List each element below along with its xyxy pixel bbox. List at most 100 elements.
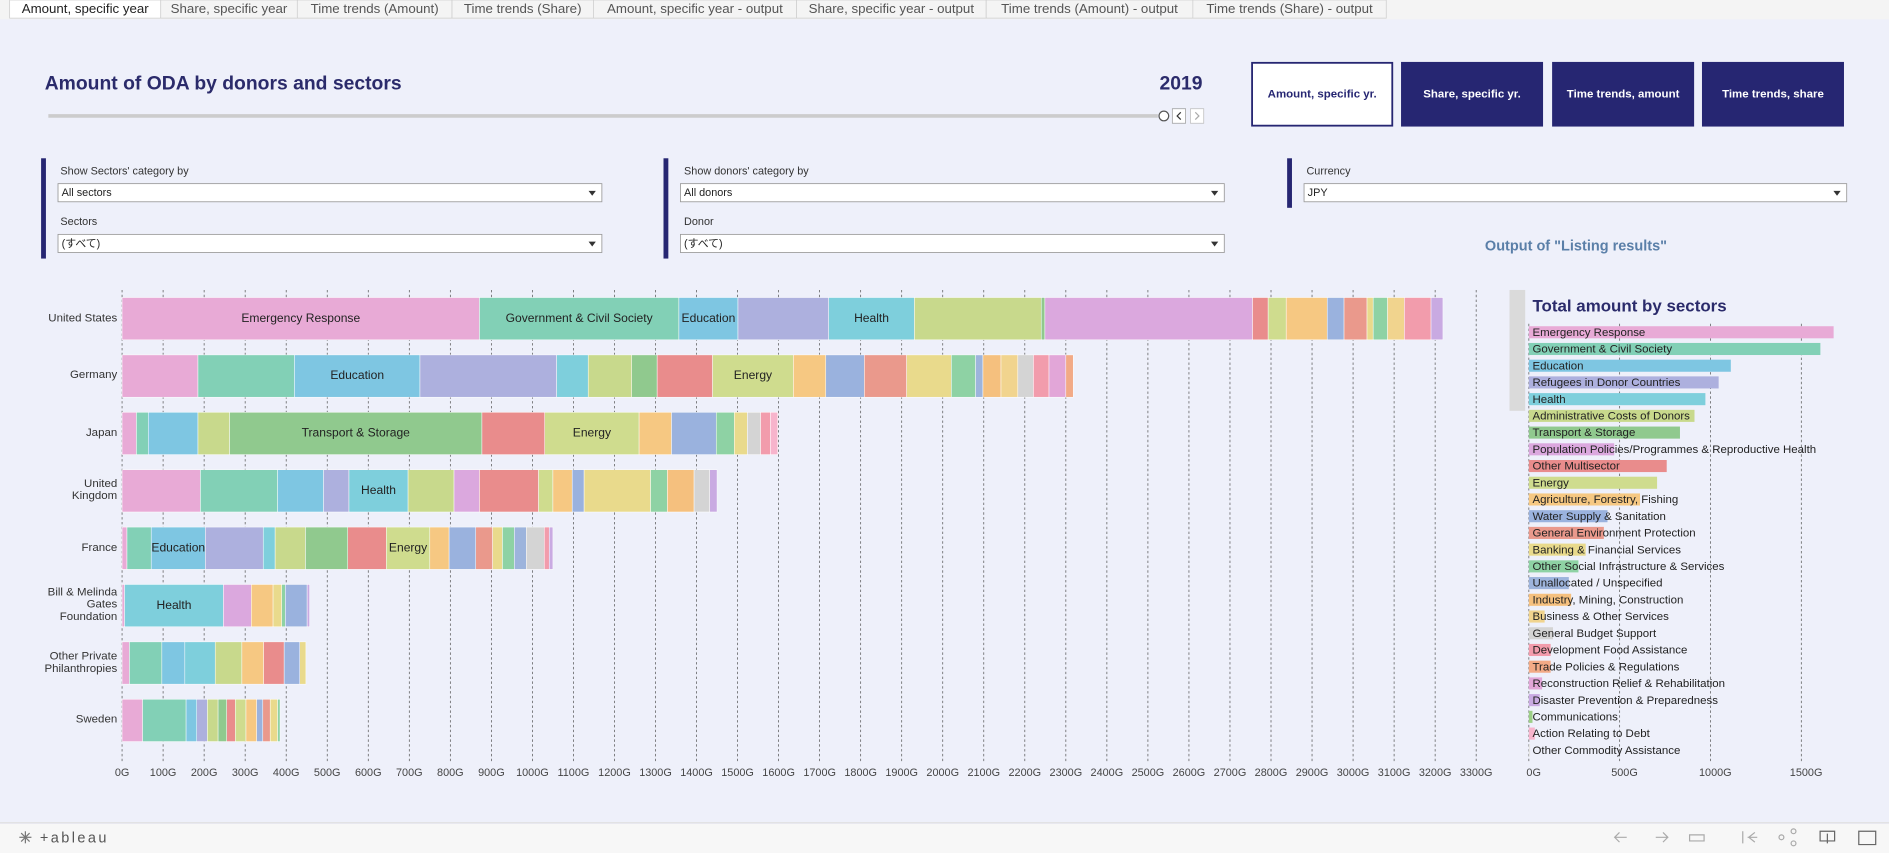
- slider-handle[interactable]: [1158, 110, 1170, 122]
- bar-segment: [975, 354, 984, 398]
- bar-segment: [121, 469, 201, 513]
- bar: [1528, 359, 1731, 372]
- bar-segment: [229, 412, 483, 455]
- nav-button-label: Amount, specific yr.: [1268, 88, 1377, 100]
- dropdown[interactable]: [680, 183, 1225, 203]
- segment-label: Health: [854, 311, 889, 325]
- bar-segment: [678, 297, 739, 341]
- nav-button[interactable]: [1701, 61, 1844, 127]
- x-tick-label: 2900G: [1296, 767, 1329, 779]
- sector-label: Industry, Mining, Construction: [1532, 594, 1683, 606]
- bar-segment: [760, 412, 771, 455]
- segment-label: Education: [682, 311, 736, 325]
- bar-segment: [1343, 297, 1368, 341]
- donor-chart: 0G 100G 200G 300G 400G 500G 600G 700G 800G 900G 10…: [44, 289, 1492, 779]
- dashboard-title: Amount of ODA by donors and sectors: [45, 74, 402, 95]
- bar-segment: [770, 412, 779, 455]
- x-tick-label: 3200G: [1419, 767, 1452, 779]
- bar-segment: [241, 641, 264, 685]
- bar-segment: [419, 354, 557, 398]
- pause[interactable]: [1742, 831, 1758, 844]
- bar-segment: [544, 526, 550, 570]
- x-tick-label: 500G: [1611, 767, 1638, 779]
- dropdown-arrow: [588, 190, 596, 196]
- tabs: Amount, specific year Share, specific yea…: [9, 0, 1387, 19]
- revert[interactable]: [1688, 834, 1705, 842]
- dropdown[interactable]: [57, 233, 603, 253]
- bar-segment: [514, 526, 527, 570]
- nav-button[interactable]: [1401, 61, 1544, 127]
- bar-segment: [1430, 297, 1444, 341]
- year: 2019: [1160, 74, 1203, 95]
- filter-label: Donor: [684, 216, 714, 228]
- dropdown[interactable]: [1303, 183, 1848, 203]
- filter-label: Show donors' category by: [684, 165, 809, 177]
- prev-button[interactable]: [1171, 108, 1186, 124]
- download[interactable]: [1819, 830, 1836, 844]
- chart-title: Total amount by sectors: [1532, 296, 1726, 315]
- nav-button[interactable]: [1251, 61, 1394, 127]
- x-tick-label: 2600G: [1173, 767, 1206, 779]
- undo[interactable]: [1613, 832, 1627, 843]
- donor-label-box: France: [81, 542, 117, 554]
- bar-segment: [207, 699, 219, 742]
- bar-segment: [1065, 354, 1074, 398]
- segment-label: Health: [157, 598, 192, 612]
- bar-segment: [235, 699, 247, 742]
- sector-label: General Environment Protection: [1532, 528, 1695, 540]
- dropdown[interactable]: [680, 233, 1225, 253]
- share[interactable]: [1778, 834, 1785, 841]
- bar-segment: [638, 412, 672, 455]
- bar-segment: [1040, 297, 1046, 341]
- bar-segment: [548, 526, 554, 570]
- bar: [1528, 376, 1719, 389]
- bar-segment: [184, 641, 216, 685]
- tab[interactable]: [1192, 0, 1387, 19]
- bar: [1528, 510, 1608, 523]
- bar-segment: [587, 354, 632, 398]
- bar-segment: [285, 584, 308, 628]
- scrollbar[interactable]: [1509, 289, 1526, 411]
- segment-label: Health: [361, 483, 396, 497]
- bar-segment: [407, 469, 455, 513]
- bar: [1528, 660, 1551, 673]
- x-tick-label: 2100G: [967, 767, 1000, 779]
- bar: [1528, 744, 1531, 757]
- filter-label: Show Sectors' category by: [60, 165, 189, 177]
- bar-segment: [161, 641, 186, 685]
- sector-label: Agriculture, Forestry, Fishing: [1532, 494, 1678, 506]
- filter-accent: [1287, 158, 1292, 208]
- nav-button[interactable]: [1552, 61, 1695, 127]
- bar-segment: [294, 354, 421, 398]
- sector-label: Administrative Costs of Donors: [1532, 411, 1690, 423]
- dropdown[interactable]: [57, 183, 603, 203]
- output-note: Output of "Listing results": [1485, 238, 1667, 254]
- nav-button-label: Time trends, amount: [1567, 88, 1680, 100]
- bar-segment: [277, 699, 281, 742]
- bar-segment: [492, 526, 503, 570]
- bar: [1528, 610, 1545, 623]
- bar-segment: [281, 584, 286, 628]
- bar-segment: [299, 641, 307, 685]
- donor-label: Bill & Melinda Gates Foundation: [47, 586, 118, 624]
- dropdown-value: All sectors: [62, 187, 113, 199]
- bar-segment: [121, 526, 128, 570]
- bar-segment: [386, 526, 431, 570]
- bar: [1528, 543, 1586, 556]
- sector-label: Unallocated / Unspecified: [1532, 578, 1662, 590]
- bar-segment: [556, 354, 589, 398]
- bar: [1528, 476, 1658, 489]
- filter-accent: [41, 158, 46, 259]
- sector-label: Emergency Response: [1532, 327, 1645, 339]
- donor-label-box: Japan: [86, 427, 117, 439]
- fullscreen[interactable]: [1858, 830, 1877, 846]
- next-button[interactable]: [1190, 108, 1205, 124]
- bar-segment: [631, 354, 658, 398]
- tableau-logo: +ableau: [40, 830, 109, 846]
- bar-segment: [245, 699, 257, 742]
- redo[interactable]: [1655, 832, 1669, 843]
- tab-label: Time trends (Share): [464, 1, 582, 16]
- toolbar-icons: [1613, 828, 1877, 847]
- bar-segment: [479, 297, 680, 341]
